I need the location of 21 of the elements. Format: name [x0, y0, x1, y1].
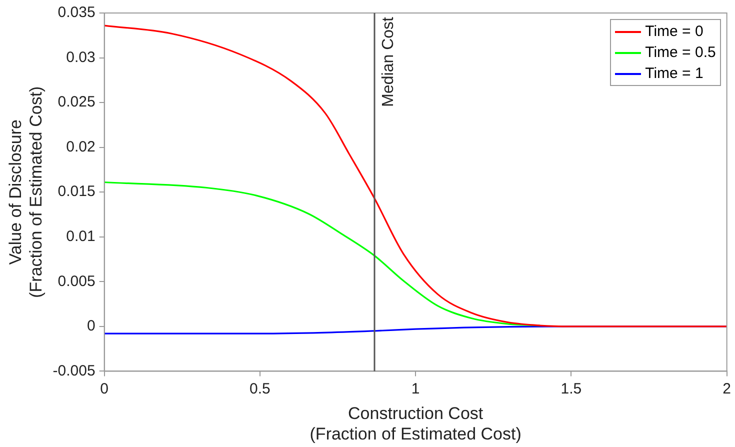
y-axis-title: Value of Disclosure (Fraction of Estimated Cost) — [6, 86, 46, 298]
line-series — [104, 181, 541, 326]
y-tick-label: -0.005 — [52, 362, 96, 380]
x-axis-title: Construction Cost (Fraction of Estimated Cost) — [310, 404, 522, 444]
y-tick-label: 0.035 — [58, 4, 96, 22]
y-tick-label: 0.025 — [58, 94, 96, 111]
x-tick-label: 1 — [411, 380, 420, 398]
y-tick-label: 0.01 — [66, 228, 96, 246]
y-tick-label: 0.02 — [66, 138, 96, 156]
ref-line-label: Median Cost — [380, 16, 397, 107]
x-tick-label: 0.5 — [250, 380, 270, 398]
y-tick-label: 0 — [86, 318, 96, 335]
y-tick-label: 0.03 — [66, 48, 96, 66]
legend-label: Time = 0 — [645, 22, 704, 42]
legend-label: Time = 1 — [645, 64, 704, 84]
x-tick-label: 0 — [100, 380, 109, 398]
y-tick-label: 0.015 — [58, 183, 96, 200]
x-tick-label: 1.5 — [560, 380, 582, 398]
y-tick-label: 0.005 — [58, 272, 96, 290]
x-tick-label: 2 — [722, 380, 731, 398]
legend-label: Time = 0.5 — [645, 43, 716, 63]
